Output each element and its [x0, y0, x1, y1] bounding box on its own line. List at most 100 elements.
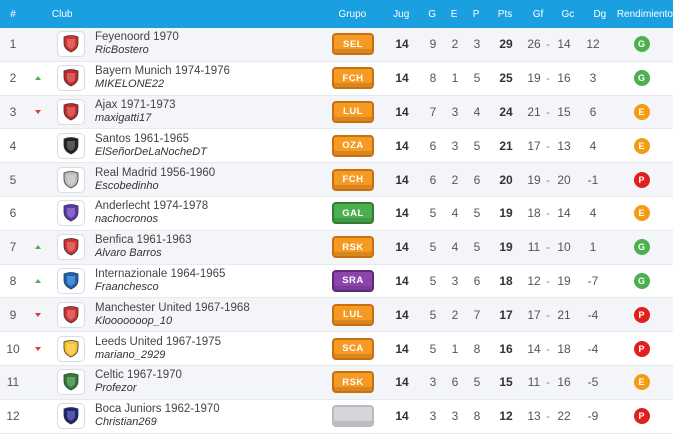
- club-name-link[interactable]: Benfica 1961-1963: [95, 234, 192, 247]
- table-row[interactable]: 11 Celtic 1967-1970 Profezor RSK 14: [0, 365, 673, 400]
- manager-name-link[interactable]: ElSeñorDeLaNocheDT: [95, 145, 207, 158]
- performance-badge[interactable]: G: [633, 239, 650, 256]
- manager-name-link[interactable]: mariano_2929: [95, 348, 166, 361]
- header-g[interactable]: G: [428, 8, 437, 20]
- performance-badge[interactable]: P: [633, 340, 650, 357]
- club-name-link[interactable]: Real Madrid 1956-1960: [95, 166, 216, 179]
- table-row[interactable]: 4 Santos 1961-1965 ElSeñorDeLaNocheDT OZ…: [0, 129, 673, 164]
- team-shield-icon[interactable]: [57, 200, 85, 227]
- manager-name-link[interactable]: Christian269: [95, 416, 157, 429]
- performance-label: G: [637, 73, 645, 84]
- header-p[interactable]: P: [472, 8, 480, 20]
- played-value: 14: [395, 273, 409, 288]
- header-e[interactable]: E: [450, 8, 458, 20]
- team-shield-icon[interactable]: [57, 98, 85, 125]
- group-badge[interactable]: LUL: [332, 100, 374, 123]
- goals-separator: -: [546, 37, 550, 52]
- performance-badge[interactable]: G: [633, 272, 650, 289]
- group-badge[interactable]: FCH: [332, 168, 374, 191]
- group-badge[interactable]: SCA: [332, 337, 374, 360]
- group-badge-label: OZA: [342, 140, 364, 152]
- manager-name-link[interactable]: Escobedinho: [95, 179, 159, 192]
- performance-badge[interactable]: E: [633, 374, 650, 391]
- group-badge-label: FCH: [342, 72, 364, 84]
- goals-separator: -: [546, 138, 550, 153]
- group-badge[interactable]: SRA: [332, 269, 374, 292]
- manager-name-link[interactable]: RicBostero: [95, 44, 149, 57]
- club-name-link[interactable]: Feyenoord 1970: [95, 31, 179, 44]
- team-shield-icon[interactable]: [57, 234, 85, 261]
- team-shield-icon[interactable]: [57, 403, 85, 430]
- header-gf[interactable]: Gf: [532, 8, 544, 20]
- draws-value: 3: [451, 104, 459, 119]
- header-gc[interactable]: Gc: [561, 8, 575, 20]
- club-name-link[interactable]: Manchester United 1967-1968: [95, 301, 250, 314]
- team-shield-icon[interactable]: [57, 65, 85, 92]
- group-badge[interactable]: RSK: [332, 236, 374, 259]
- performance-badge[interactable]: E: [633, 137, 650, 154]
- team-shield-icon[interactable]: [57, 335, 85, 362]
- manager-name-link[interactable]: maxigatti17: [95, 111, 152, 124]
- club-name-link[interactable]: Internazionale 1964-1965: [95, 267, 226, 280]
- team-shield-icon[interactable]: [57, 267, 85, 294]
- group-badge[interactable]: [332, 405, 374, 428]
- manager-name-link[interactable]: nachocronos: [95, 213, 158, 226]
- header-rendimiento[interactable]: Rendimiento: [616, 8, 673, 20]
- club-name-link[interactable]: Celtic 1967-1970: [95, 369, 182, 382]
- header-dg[interactable]: Dg: [593, 8, 607, 20]
- points-value: 17: [499, 307, 513, 322]
- table-row[interactable]: 5 Real Madrid 1956-1960 Escobedinho FCH: [0, 163, 673, 197]
- group-badge[interactable]: GAL: [332, 202, 374, 225]
- table-row[interactable]: 12 Boca Juniors 1962-1970 Christian269: [0, 399, 673, 434]
- group-badge-label: SCA: [342, 343, 364, 355]
- played-value: 14: [395, 206, 409, 221]
- manager-name-link[interactable]: Fraanchesco: [95, 280, 159, 293]
- group-badge[interactable]: SEL: [332, 33, 374, 56]
- group-badge[interactable]: RSK: [332, 371, 374, 394]
- table-row[interactable]: 7 Benfica 1961-1963 Alvaro Barros RSK: [0, 230, 673, 265]
- performance-badge[interactable]: P: [633, 171, 650, 188]
- points-value: 15: [499, 375, 513, 390]
- table-row[interactable]: 9 Manchester United 1967-1968 Klooooooop…: [0, 298, 673, 333]
- header-jug[interactable]: Jug: [393, 8, 410, 20]
- club-name-link[interactable]: Leeds United 1967-1975: [95, 335, 221, 348]
- club-name-link[interactable]: Santos 1961-1965: [95, 132, 189, 145]
- performance-badge[interactable]: E: [633, 205, 650, 222]
- draws-value: 3: [451, 273, 459, 288]
- performance-badge[interactable]: G: [633, 36, 650, 53]
- team-shield-icon[interactable]: [57, 166, 85, 193]
- performance-badge[interactable]: P: [633, 408, 650, 425]
- team-shield-icon[interactable]: [57, 301, 85, 328]
- team-shield-icon[interactable]: [57, 369, 85, 396]
- performance-badge[interactable]: G: [633, 70, 650, 87]
- club-name-link[interactable]: Bayern Munich 1974-1976: [95, 65, 230, 78]
- header-pts[interactable]: Pts: [497, 8, 513, 20]
- table-row[interactable]: 3 Ajax 1971-1973 maxigatti17 LUL 14: [0, 95, 673, 130]
- club-name-link[interactable]: Boca Juniors 1962-1970: [95, 403, 220, 416]
- team-shield-icon[interactable]: [57, 132, 85, 159]
- goals-against-value: 22: [557, 409, 571, 424]
- manager-name-link[interactable]: Alvaro Barros: [95, 247, 162, 260]
- table-row[interactable]: 6 Anderlecht 1974-1978 nachocronos GAL: [0, 196, 673, 231]
- group-badge[interactable]: LUL: [332, 303, 374, 326]
- goal-diff-value: -5: [587, 375, 599, 390]
- club-cell: Santos 1961-1965 ElSeñorDeLaNocheDT: [92, 133, 324, 159]
- manager-name-link[interactable]: MIKELONE22: [95, 78, 165, 91]
- manager-name-link[interactable]: Profezor: [95, 382, 137, 395]
- club-name-link[interactable]: Ajax 1971-1973: [95, 98, 176, 111]
- performance-badge[interactable]: E: [633, 103, 650, 120]
- table-row[interactable]: 8 Internazionale 1964-1965 Fraanchesco S…: [0, 264, 673, 299]
- table-row[interactable]: 1 Feyenoord 1970 RicBostero SEL 14: [0, 28, 673, 62]
- header-grupo[interactable]: Grupo: [338, 8, 367, 20]
- table-row[interactable]: 10 Leeds United 1967-1975 mariano_2929 S…: [0, 332, 673, 366]
- header-pos[interactable]: #: [10, 8, 16, 20]
- team-shield-icon[interactable]: [57, 31, 85, 58]
- manager-name-link[interactable]: Klooooooop_10: [95, 314, 173, 327]
- group-badge[interactable]: OZA: [332, 134, 374, 157]
- points-value: 19: [499, 240, 513, 255]
- header-club[interactable]: Club: [51, 8, 73, 20]
- club-name-link[interactable]: Anderlecht 1974-1978: [95, 200, 209, 213]
- performance-badge[interactable]: P: [633, 306, 650, 323]
- table-row[interactable]: 2 Bayern Munich 1974-1976 MIKELONE22 FCH: [0, 61, 673, 96]
- group-badge[interactable]: FCH: [332, 67, 374, 90]
